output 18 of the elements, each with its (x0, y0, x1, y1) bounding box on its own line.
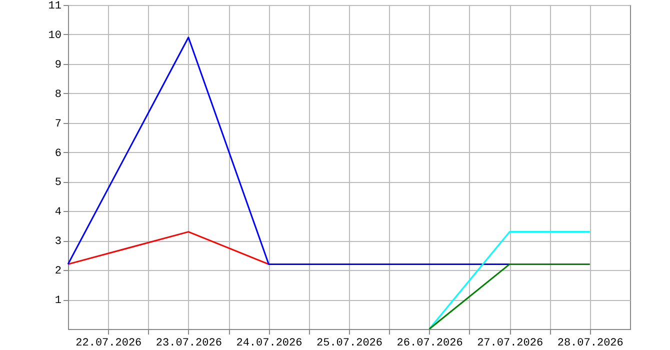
x-tick-label: 25.07.2026 (316, 338, 383, 350)
y-tick-label: 1 (54, 295, 62, 308)
y-tick-label: 2 (54, 266, 62, 278)
y-tick-label: 5 (54, 177, 62, 190)
y-tick-label: 9 (54, 59, 62, 72)
x-tick-label: 22.07.2026 (76, 338, 142, 350)
x-tick-label: 23.07.2026 (156, 338, 222, 350)
x-tick-label: 28.07.2026 (557, 338, 624, 350)
y-tick-label: 10 (48, 30, 62, 42)
y-tick-label: 6 (54, 148, 62, 160)
x-tick-label: 27.07.2026 (477, 338, 544, 350)
y-tick-label: 7 (54, 118, 62, 130)
y-tick-label: 3 (54, 236, 62, 248)
y-tick-label: 11 (48, 0, 62, 12)
x-tick-label: 24.07.2026 (236, 338, 302, 350)
x-tick-label: 26.07.2026 (396, 338, 463, 350)
y-tick-label: 4 (54, 206, 62, 219)
y-tick-label: 8 (54, 88, 62, 101)
